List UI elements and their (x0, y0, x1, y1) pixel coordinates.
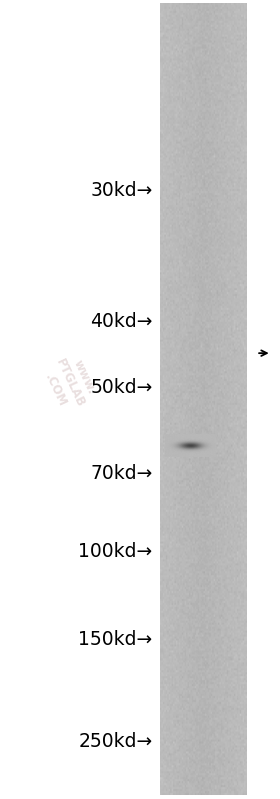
Text: 40kd→: 40kd→ (90, 312, 153, 331)
Text: 250kd→: 250kd→ (78, 732, 153, 751)
Text: 50kd→: 50kd→ (90, 378, 153, 397)
Text: 150kd→: 150kd→ (78, 630, 153, 649)
Text: 30kd→: 30kd→ (90, 181, 153, 200)
Text: 100kd→: 100kd→ (78, 542, 153, 561)
Text: 70kd→: 70kd→ (90, 463, 153, 483)
Text: www.
PTGLAB
.COM: www. PTGLAB .COM (39, 351, 101, 416)
